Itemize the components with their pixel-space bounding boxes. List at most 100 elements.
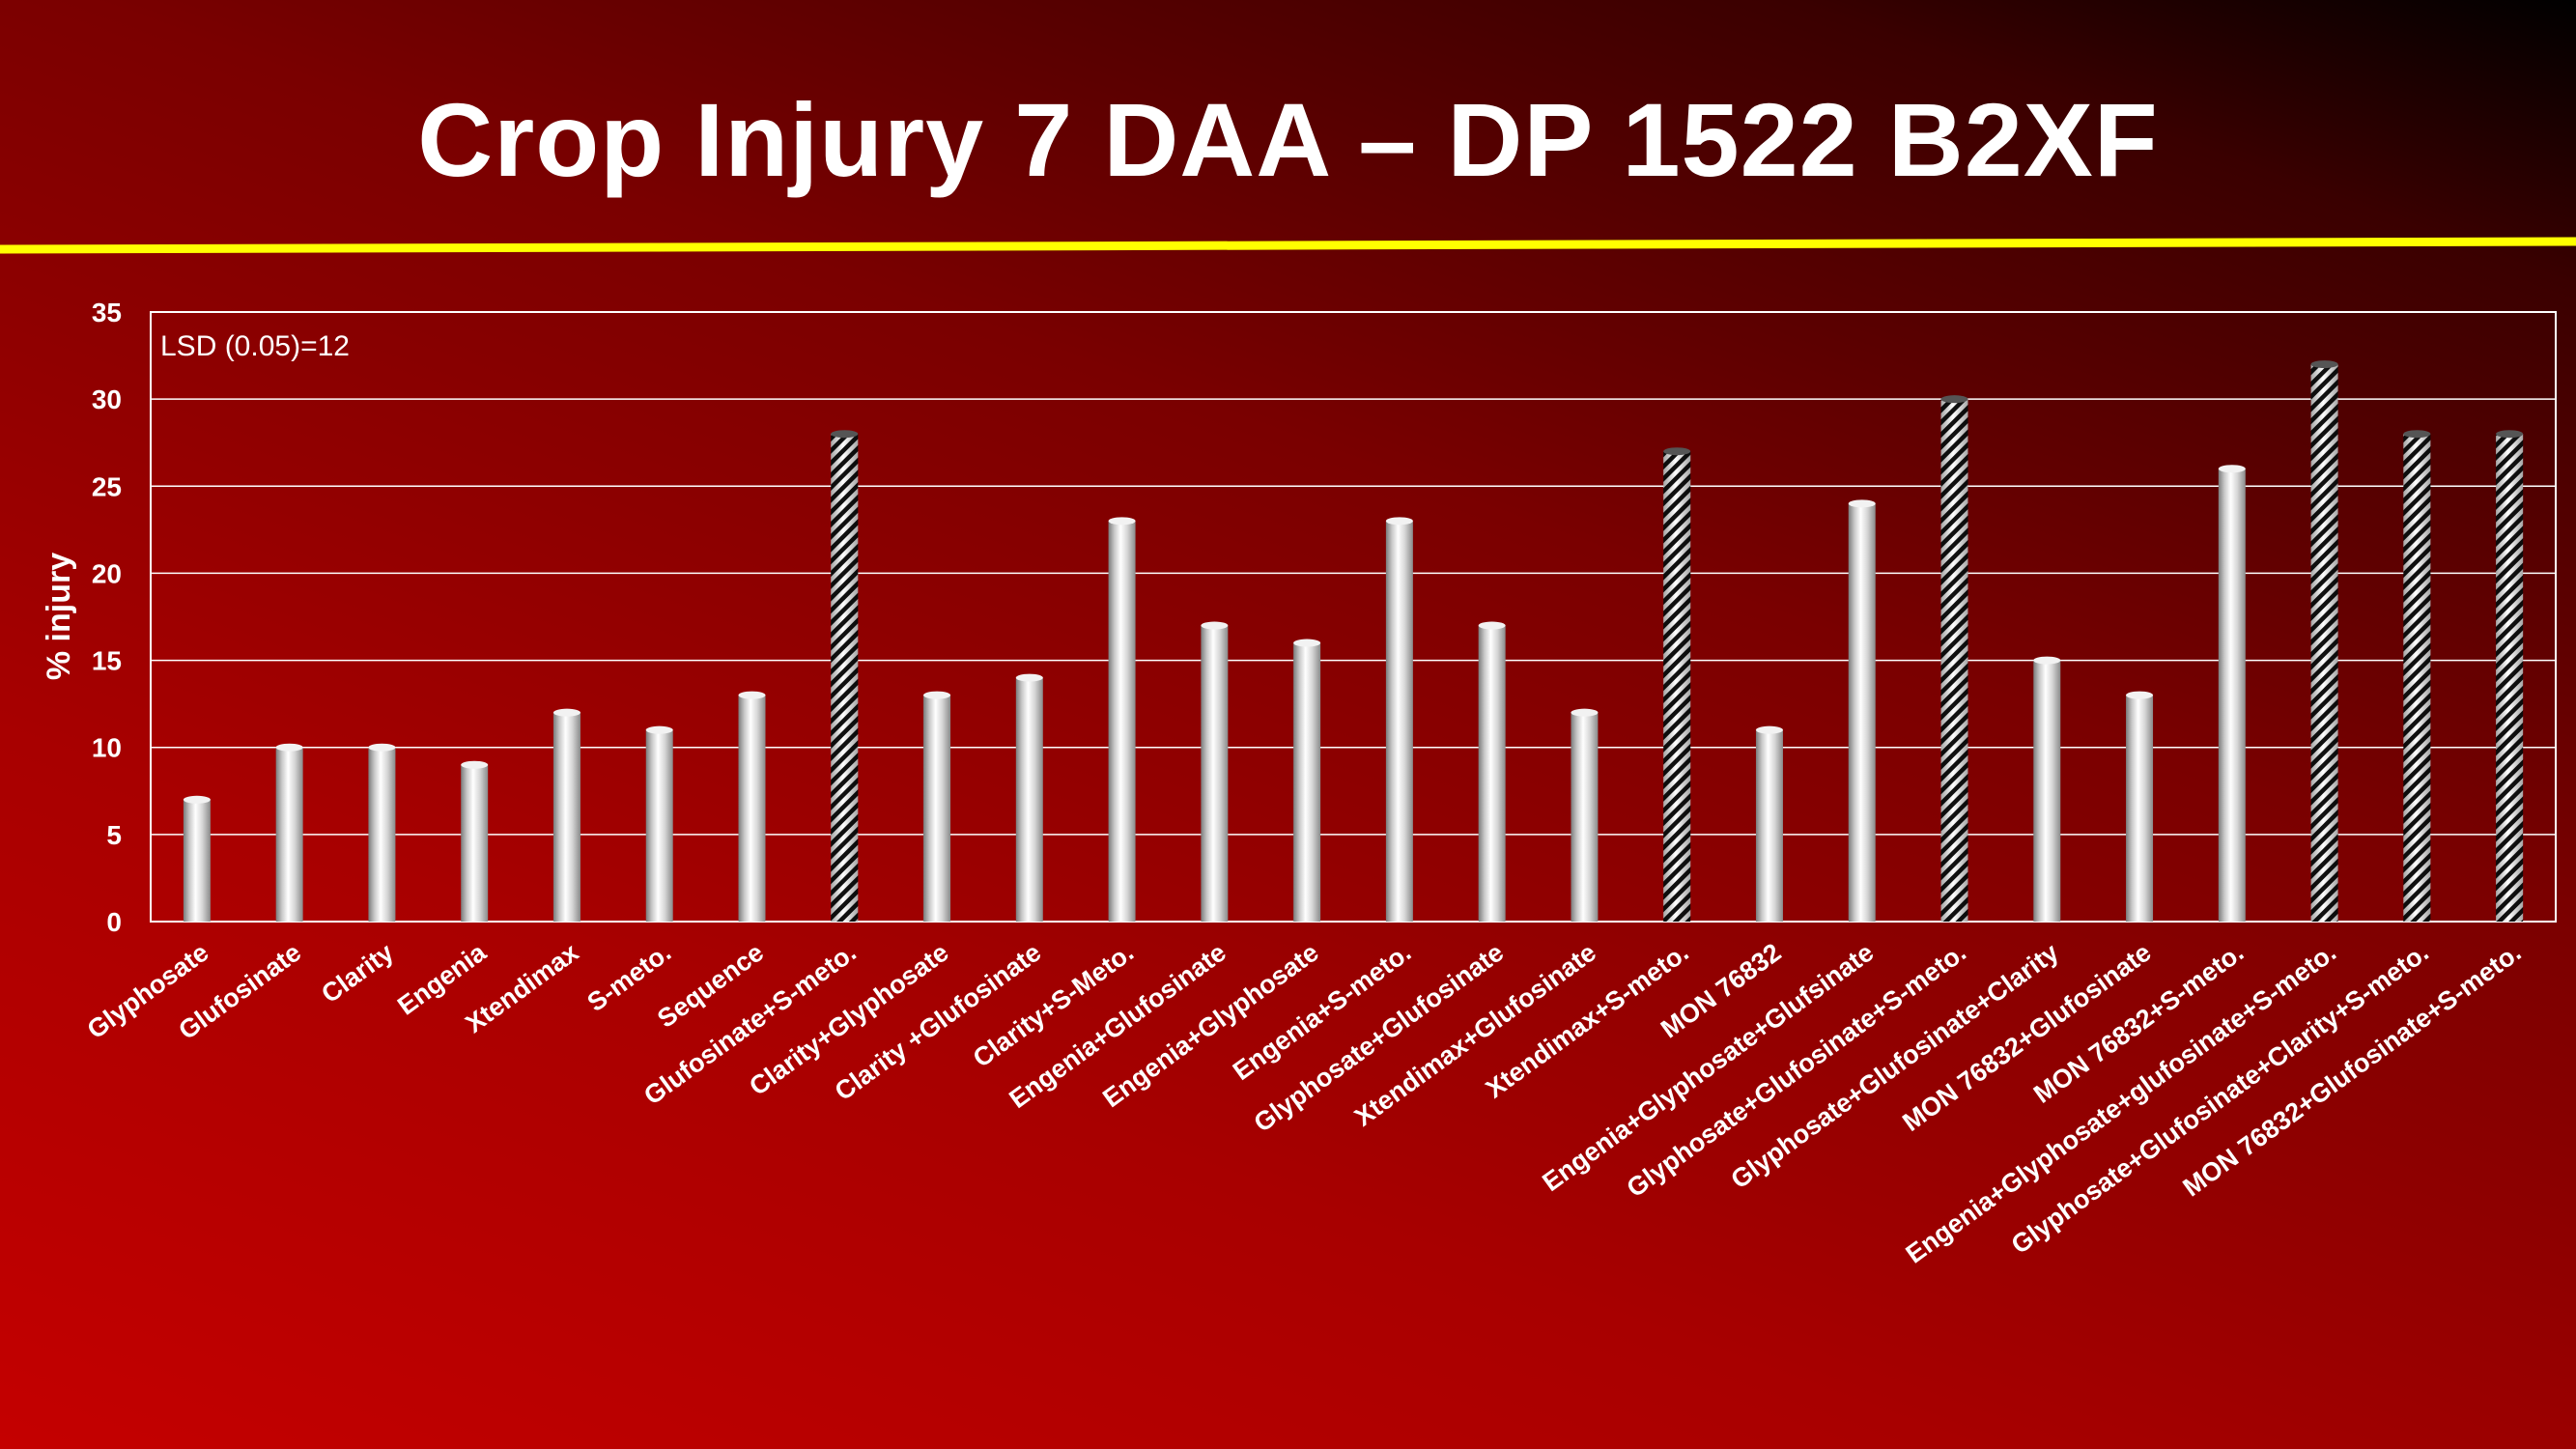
bar [2403, 430, 2431, 922]
bar [1293, 639, 1321, 922]
y-tick-label: 5 [106, 820, 122, 850]
bar [1478, 621, 1506, 922]
bar [1848, 499, 1876, 922]
bar [1940, 395, 1968, 923]
y-tick-label: 0 [106, 907, 122, 937]
bar-solid [645, 729, 673, 922]
lsd-annotation: LSD (0.05)=12 [160, 330, 350, 362]
bar-cap [552, 708, 580, 717]
bar-cap [1940, 395, 1968, 404]
y-tick-label: 25 [92, 471, 122, 501]
bar [2310, 360, 2338, 923]
bar-solid [1478, 625, 1506, 922]
bar [2218, 465, 2246, 922]
x-tick-label: Clarity [316, 938, 399, 1009]
bar-cap [831, 430, 859, 439]
bar-cap [2496, 430, 2524, 439]
bar-cap [738, 691, 766, 699]
bar-cap [1478, 621, 1506, 630]
x-tick-label: Clarity+S-Meto. [968, 938, 1139, 1073]
bar-cap [1848, 499, 1876, 508]
bar [183, 795, 211, 922]
bar-solid [1385, 521, 1413, 922]
bar-cap [2126, 691, 2154, 699]
bar [2496, 430, 2524, 922]
bars [183, 360, 2524, 923]
bar-solid [1108, 521, 1136, 922]
title-divider [0, 237, 2576, 254]
bar-solid [1293, 642, 1321, 922]
bar-cap [1293, 639, 1321, 647]
bar-cap [1201, 621, 1229, 630]
x-tick-label: Glyphosate+Glufosinate+S-meto. [1622, 938, 1971, 1204]
y-tick-labels: 0 5 10 15 20 25 30 35 [92, 298, 122, 937]
bar-cap [1663, 447, 1691, 456]
bar-cap [923, 691, 951, 699]
bar-cap [2033, 656, 2061, 665]
gridlines [151, 398, 2556, 836]
bar-cap [368, 743, 396, 752]
bar-solid [1755, 729, 1783, 922]
bar-solid [552, 712, 580, 922]
bar [738, 691, 766, 922]
plot-area [150, 311, 2557, 923]
bar-cap [645, 725, 673, 734]
bar-shade [2310, 364, 2338, 923]
bar-solid [275, 747, 303, 922]
bar-cap [2218, 465, 2246, 473]
bar-shade [2496, 434, 2524, 922]
x-tick-label: Engenia+Glyphosate+Glufsinate [1537, 938, 1879, 1198]
bar-cap [2403, 430, 2431, 439]
bar [1015, 673, 1043, 922]
x-tick-label: Glyphosate+Glufosinate+Clarity+S-meto. [2006, 938, 2434, 1260]
bar [1571, 708, 1599, 922]
bar-solid [1201, 625, 1229, 922]
bar-solid [923, 695, 951, 922]
bar-solid [368, 747, 396, 922]
bar [923, 691, 951, 922]
bar-shade [2403, 434, 2431, 922]
y-tick-label: 20 [92, 558, 122, 588]
bar-solid [461, 764, 489, 922]
x-tick-label: Engenia+Glyphosate+glufosinate+S-meto. [1901, 938, 2341, 1269]
y-tick-label: 35 [92, 298, 122, 327]
y-tick-label: 15 [92, 646, 122, 676]
bar-cap [1108, 517, 1136, 526]
bar-cap [275, 743, 303, 752]
bar [645, 725, 673, 922]
bar-shade [1940, 399, 1968, 923]
bar [2033, 656, 2061, 922]
bar-shade [831, 434, 859, 922]
y-tick-label: 10 [92, 733, 122, 763]
bar-solid [2218, 469, 2246, 922]
y-axis-label: % injury [41, 553, 77, 680]
bar [552, 708, 580, 922]
bar [368, 743, 396, 922]
bar-solid [2126, 695, 2154, 922]
bar-cap [1571, 708, 1599, 717]
bar-cap [1015, 673, 1043, 682]
bar-solid [183, 799, 211, 922]
bar [1108, 517, 1136, 922]
bar [2126, 691, 2154, 922]
bar-cap [1755, 725, 1783, 734]
bar [831, 430, 859, 922]
bar [461, 760, 489, 922]
bar [1201, 621, 1229, 922]
bar [1385, 517, 1413, 922]
bar-cap [461, 760, 489, 769]
bar [275, 743, 303, 922]
bar-solid [2033, 660, 2061, 922]
bar [1663, 447, 1691, 922]
bar-solid [738, 695, 766, 922]
slide-title: Crop Injury 7 DAA – DP 1522 B2XF [417, 81, 2159, 198]
x-tick-label: MON 76832+Glufosinate+S-meto. [2177, 938, 2526, 1203]
bar-solid [1571, 712, 1599, 922]
bar-solid [1848, 503, 1876, 922]
bar-cap [2310, 360, 2338, 369]
y-tick-label: 30 [92, 384, 122, 414]
bar-cap [183, 795, 211, 804]
